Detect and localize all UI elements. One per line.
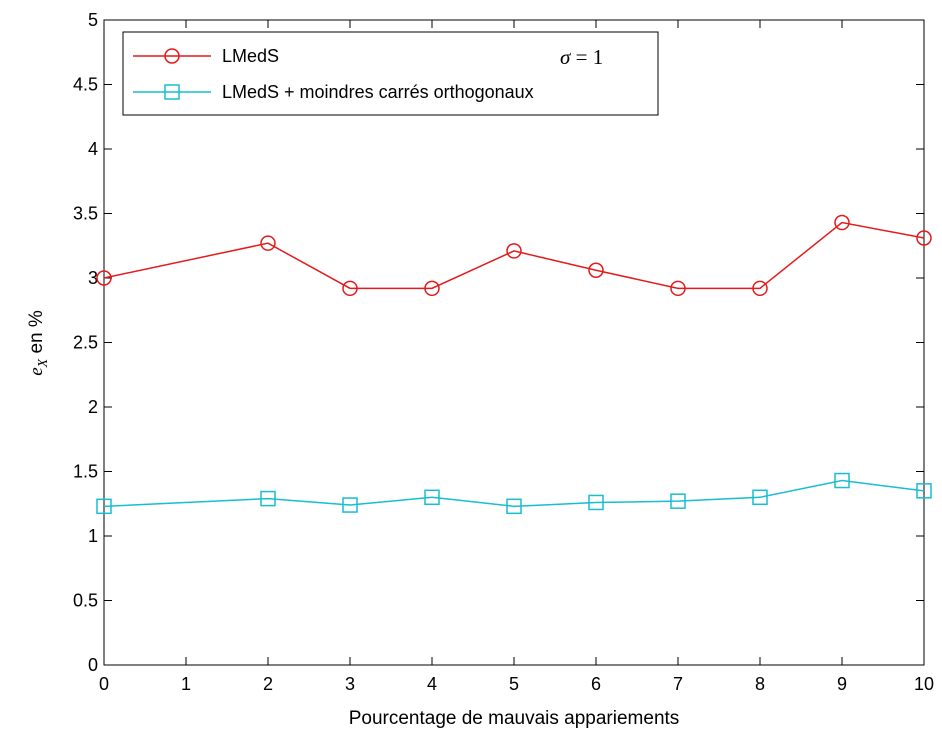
y-tick-label: 0.5	[73, 591, 98, 611]
y-axis-title: eX en %	[26, 310, 51, 376]
sigma-annotation: σ = 1	[560, 45, 603, 69]
y-axis-title-main: e	[26, 367, 47, 375]
data-point-circle	[260, 235, 276, 251]
series-lmeds	[96, 214, 932, 297]
series-lmeds-orthogonal	[96, 472, 932, 515]
data-point-square	[96, 498, 112, 515]
x-tick-label: 6	[591, 674, 601, 694]
data-point-square	[424, 489, 440, 506]
data-point-circle	[916, 230, 932, 246]
data-point-circle	[670, 280, 686, 297]
y-tick-label: 3.5	[73, 204, 98, 224]
legend-entry-lmeds-orthogonal: LMedS + moindres carrés orthogonaux	[133, 82, 534, 102]
x-tick-label: 9	[837, 674, 847, 694]
data-point-square	[834, 472, 850, 489]
y-tick-label: 1.5	[73, 462, 98, 482]
y-tick-label: 4.5	[73, 75, 98, 95]
data-point-square	[260, 490, 276, 507]
y-axis-title-sub: X	[36, 358, 51, 368]
y-tick-label: 4	[88, 139, 98, 159]
data-point-square	[506, 498, 522, 515]
data-point-circle	[342, 280, 358, 297]
x-tick-label: 1	[181, 674, 191, 694]
y-tick-label: 1	[88, 526, 98, 546]
legend-label-lmeds-orthogonal: LMedS + moindres carrés orthogonaux	[222, 82, 534, 102]
x-tick-label: 3	[345, 674, 355, 694]
x-tick-label: 4	[427, 674, 437, 694]
data-point-circle	[588, 262, 604, 279]
data-point-square	[342, 497, 358, 513]
sigma-symbol: σ	[560, 45, 572, 69]
data-point-circle	[96, 270, 112, 286]
x-tick-label: 0	[99, 674, 109, 694]
y-tick-label: 2	[88, 397, 98, 417]
legend-box	[122, 31, 659, 116]
x-tick-label: 2	[263, 674, 273, 694]
plot-frame	[103, 19, 925, 666]
data-point-circle	[752, 280, 768, 297]
data-point-circle	[506, 243, 522, 259]
x-tick-label: 5	[509, 674, 519, 694]
y-tick-label: 2.5	[73, 333, 98, 353]
legend: LMedS LMedS + moindres carrés orthogonau…	[122, 31, 659, 116]
legend-entry-lmeds: LMedS	[133, 46, 279, 66]
x-tick-label: 7	[673, 674, 683, 694]
legend-marker-lmeds-orthogonal	[164, 84, 180, 100]
series-line	[103, 221, 925, 290]
y-tick-label: 5	[88, 10, 98, 30]
data-point-circle	[424, 280, 440, 297]
y-axis-title-suffix: en %	[26, 310, 47, 359]
series-lines	[96, 214, 932, 515]
axis-ticks: 0 1 2 3 4 5 6 7 8 9 10 0 0.5 1 1.5 2 2.5 3 3.5 4 4.5 5	[73, 10, 934, 694]
legend-label-lmeds: LMedS	[222, 46, 279, 66]
legend-marker-lmeds	[164, 48, 180, 64]
data-point-square	[588, 494, 604, 511]
sigma-value: = 1	[570, 45, 603, 69]
data-point-square	[670, 493, 686, 509]
x-tick-label: 8	[755, 674, 765, 694]
y-tick-label: 3	[88, 268, 98, 288]
series-line	[103, 479, 925, 508]
data-point-square	[752, 489, 768, 506]
data-point-circle	[834, 214, 850, 231]
y-tick-label: 0	[88, 655, 98, 675]
plot-area-border	[103, 19, 925, 666]
x-axis-title: Pourcentage de mauvais appariements	[349, 708, 680, 729]
data-point-square	[916, 483, 932, 499]
x-tick-label: 10	[914, 674, 934, 694]
